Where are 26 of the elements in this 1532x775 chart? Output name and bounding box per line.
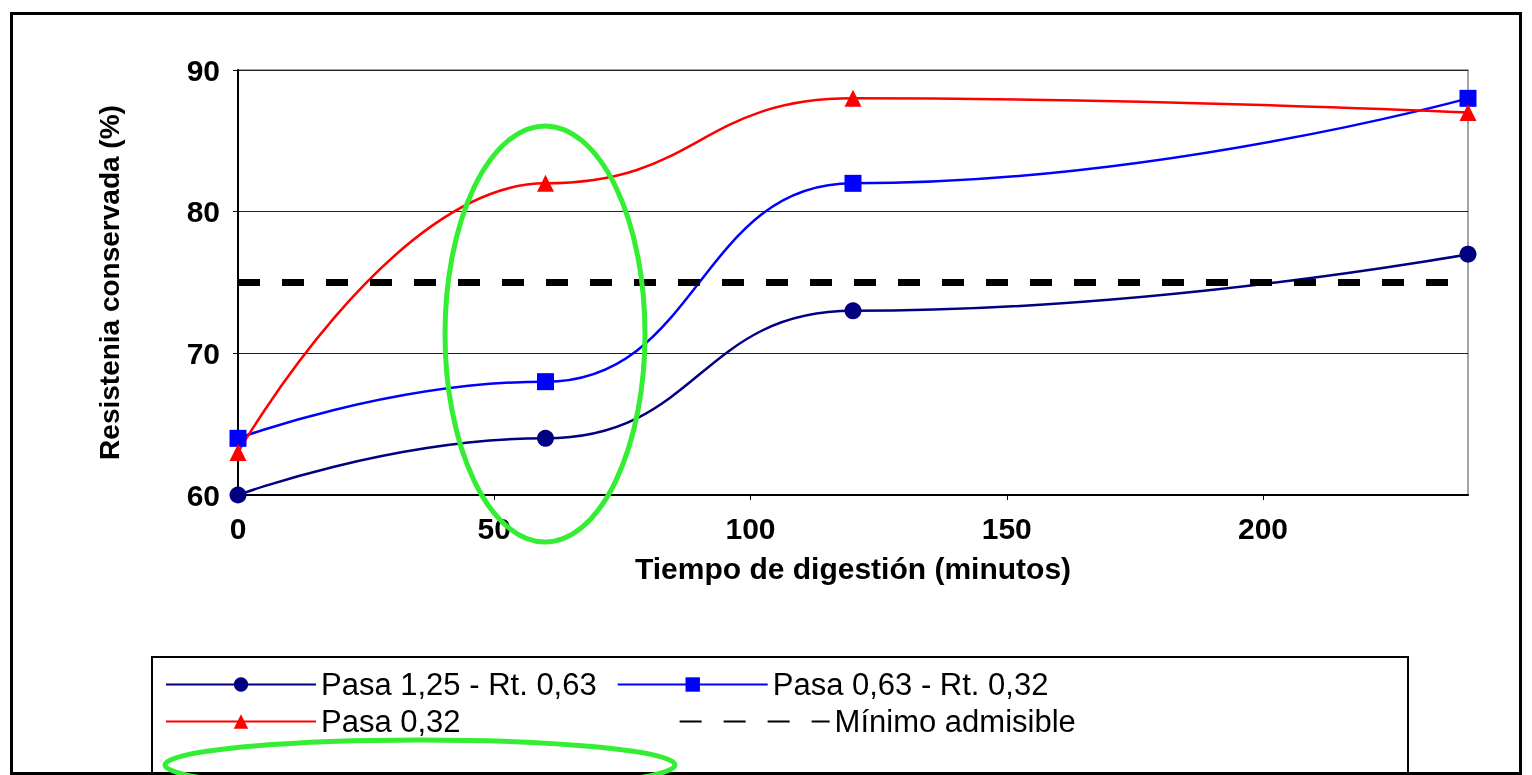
point <box>537 174 554 192</box>
point <box>1459 245 1477 263</box>
legend-label: Pasa 1,25 - Rt. 0,63 <box>321 667 597 702</box>
point <box>1459 104 1477 121</box>
x-axis-title: Tiempo de digestión (minutos) <box>634 551 1072 585</box>
x-tick-label: 100 <box>725 511 776 545</box>
x-tick-label: 150 <box>981 511 1032 545</box>
y-tick-label: 70 <box>186 336 220 370</box>
point <box>229 486 247 504</box>
y-tick-label: 60 <box>186 478 220 512</box>
legend-label: Mínimo admisible <box>834 704 1076 739</box>
x-tick-label: 0 <box>229 511 247 545</box>
point <box>229 444 247 461</box>
point <box>844 302 862 320</box>
x-tick-label: 200 <box>1237 511 1289 545</box>
point <box>229 429 247 447</box>
legend-label: Pasa 0,63 - Rt. 0,32 <box>772 667 1049 702</box>
y-tick-label: 80 <box>186 195 220 229</box>
point <box>844 89 862 107</box>
legend-label: Pasa 0,32 <box>321 704 461 739</box>
y-axis-title: Resistenia conservada (%) <box>93 105 125 460</box>
point <box>537 373 554 391</box>
point <box>1459 89 1477 107</box>
y-tick-label: 90 <box>186 53 220 87</box>
point <box>844 174 862 192</box>
point <box>537 429 554 447</box>
